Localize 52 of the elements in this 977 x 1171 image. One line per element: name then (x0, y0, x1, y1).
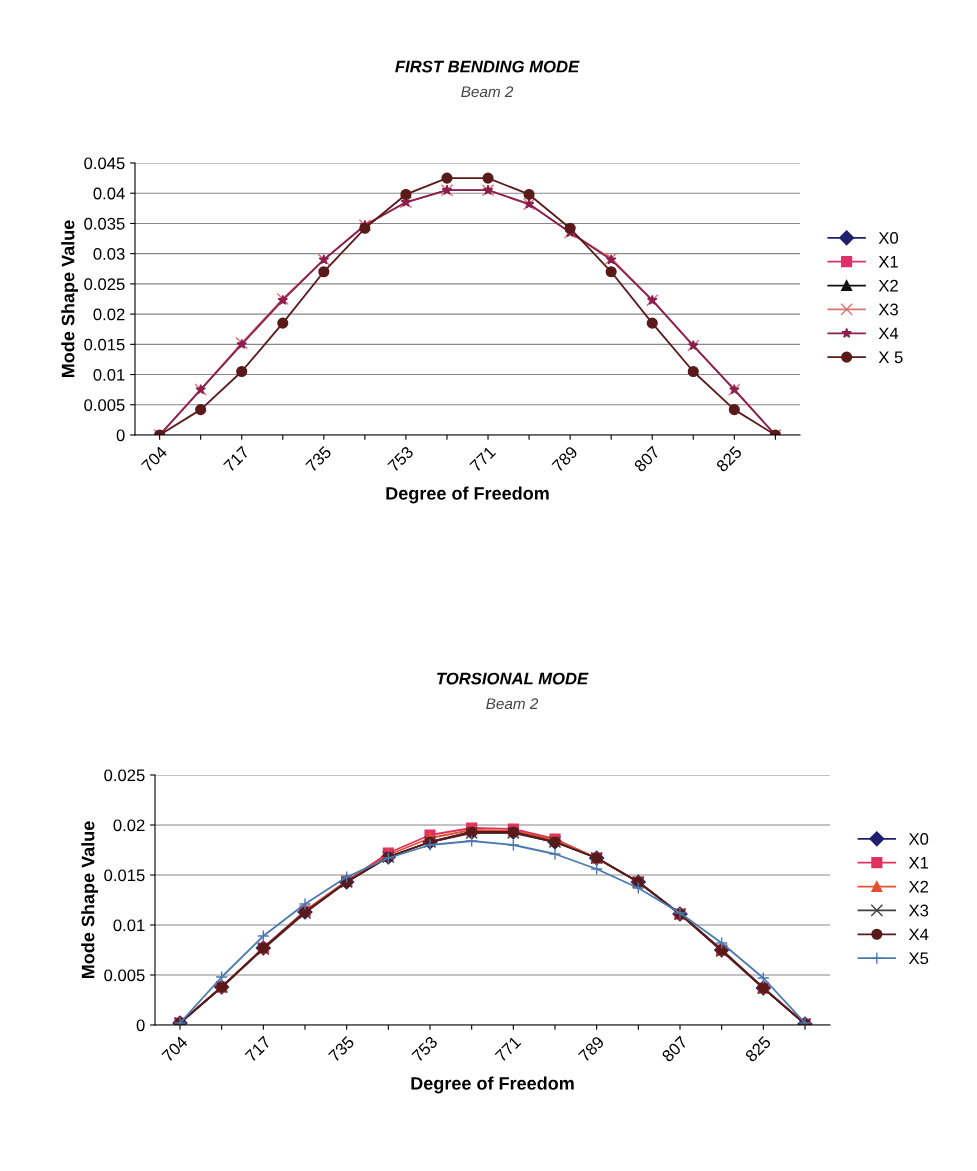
y-tick-label: 0.045 (84, 157, 125, 170)
y-tick-label: 0.025 (84, 278, 125, 291)
x-tick-label: 704 (161, 1035, 189, 1063)
x-tick-label: 807 (661, 1035, 689, 1063)
y-tick-label: 0.03 (93, 248, 125, 260)
x-tick-label: 704 (140, 445, 168, 473)
chart-subtitle: Beam 2 (461, 86, 514, 98)
x-tick-label: 717 (223, 445, 250, 473)
y-tick-label: 0.04 (93, 187, 125, 200)
x-tick-label: 735 (305, 445, 332, 473)
y-tick-label: 0.005 (84, 399, 125, 411)
legend-label: X3 (908, 904, 929, 917)
legend-label: X2 (878, 279, 898, 292)
y-tick-label: 0.02 (113, 819, 145, 832)
legend-label: X0 (908, 833, 929, 845)
x-tick-label: 807 (633, 445, 661, 473)
y-tick-label: 0.015 (84, 338, 125, 351)
y-tick-label: 0.005 (104, 969, 145, 982)
x-axis-title: Degree of Freedom (411, 1076, 574, 1094)
legend-label: X5 (908, 952, 929, 965)
y-axis-title: Mode Shape Value (61, 220, 79, 378)
x-tick-label: 753 (387, 445, 415, 473)
y-tick-label: 0 (136, 1019, 145, 1032)
chart-subtitle: Beam 2 (486, 698, 539, 710)
legend-label: X4 (908, 928, 929, 941)
chart-title: TORSIONAL MODE (437, 672, 589, 685)
x-tick-label: 825 (715, 445, 743, 473)
y-tick-label: 0.015 (104, 869, 145, 882)
y-tick-label: 0.035 (84, 217, 125, 230)
x-tick-label: 825 (744, 1035, 772, 1063)
legend-label: X1 (878, 256, 898, 268)
legend-label: X 5 (878, 351, 903, 364)
x-tick-label: 717 (244, 1035, 272, 1063)
y-tick-label: 0.01 (113, 919, 145, 932)
y-tick-label: 0.02 (93, 308, 125, 321)
x-tick-label: 771 (494, 1035, 522, 1063)
x-tick-label: 735 (327, 1035, 355, 1063)
legend-label: X0 (878, 232, 899, 244)
legend-label: X4 (878, 327, 899, 340)
x-tick-label: 771 (469, 445, 496, 473)
legend-label: X1 (908, 857, 929, 869)
chart-title: FIRST BENDING MODE (395, 60, 580, 73)
x-tick-label: 753 (411, 1035, 439, 1063)
legend-label: X3 (878, 303, 898, 316)
x-tick-label: 789 (551, 445, 579, 473)
y-tick-label: 0 (116, 429, 125, 442)
x-axis-title: Degree of Freedom (386, 486, 549, 504)
y-tick-label: 0.025 (104, 769, 145, 782)
y-axis-title: Mode Shape Value (81, 821, 99, 979)
y-tick-label: 0.01 (93, 368, 125, 381)
legend-label: X2 (908, 880, 929, 893)
x-tick-label: 789 (577, 1035, 605, 1063)
